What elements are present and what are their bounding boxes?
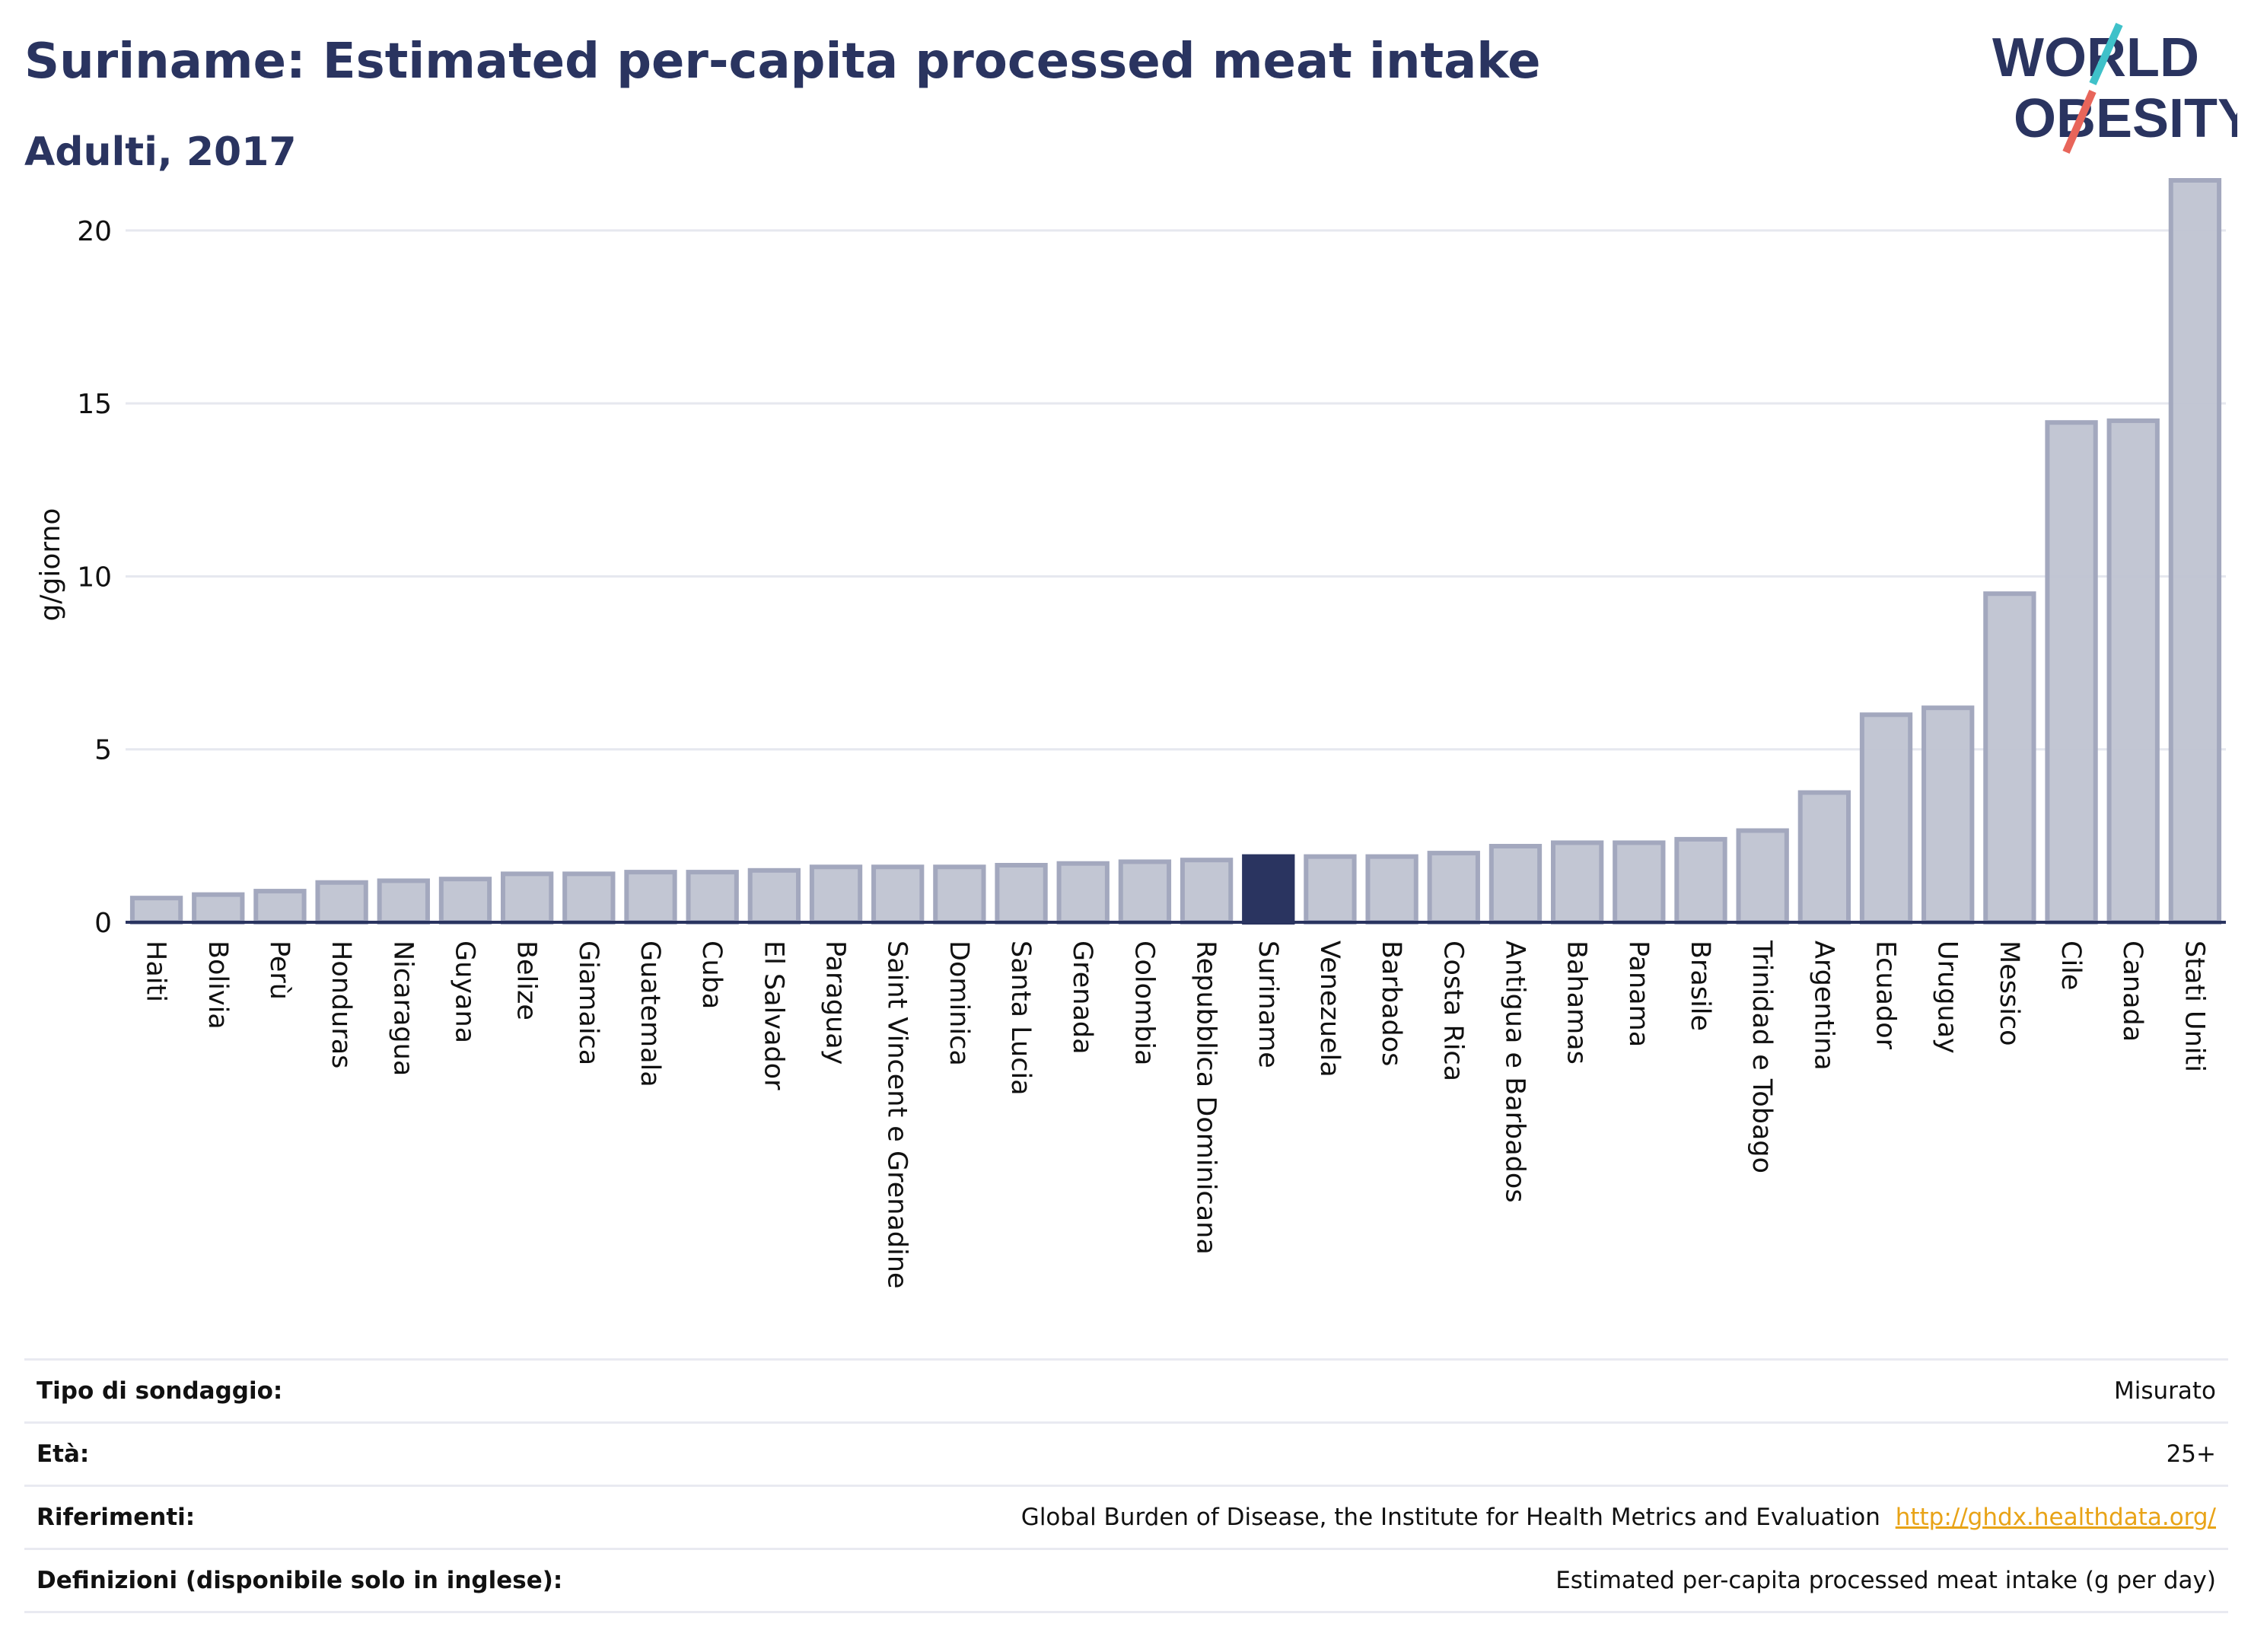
x-tick-label: El Salvador — [758, 941, 788, 1090]
references-label: Riferimenti: — [37, 1504, 196, 1531]
bar-suriname[interactable] — [1242, 854, 1295, 925]
bar-paraguay[interactable] — [809, 864, 863, 925]
chart-subtitle: Adulti, 2017 — [24, 129, 297, 175]
logo-line-2: OBESITY — [2014, 88, 2237, 149]
y-axis-label: g/giorno — [35, 508, 66, 622]
y-tick-label: 10 — [77, 562, 112, 593]
bar-belize[interactable] — [500, 871, 554, 925]
bar-venezuela[interactable] — [1304, 854, 1357, 925]
y-tick-label: 0 — [94, 908, 112, 939]
gridlines — [126, 229, 2226, 751]
bar-bolivia[interactable] — [192, 892, 245, 925]
logo-slash-red — [2062, 89, 2097, 154]
x-tick-label: Colombia — [1129, 941, 1159, 1065]
x-tick-label: Bolivia — [202, 941, 233, 1030]
x-tick-label: Panama — [1623, 941, 1654, 1047]
survey-type-label: Tipo di sondaggio: — [37, 1377, 283, 1405]
x-tick-label: Stati Uniti — [2179, 941, 2209, 1072]
x-tick-label: Messico — [1994, 941, 2024, 1046]
x-tick-label: Canada — [2117, 941, 2148, 1042]
bar-costa-rica[interactable] — [1427, 851, 1480, 925]
x-tick-label: Giamaica — [573, 941, 603, 1065]
bar-dominica[interactable] — [933, 864, 986, 925]
bar-guyana[interactable] — [438, 877, 492, 925]
x-tick-label: Belize — [511, 941, 542, 1020]
bar-panama[interactable] — [1613, 840, 1666, 925]
world-obesity-logo[interactable]: WORLD OBESITY — [1979, 23, 2237, 160]
bar-per-[interactable] — [253, 889, 307, 925]
tick-labels: 0 5 10 15 20 Haiti Bolivia Perù Honduras Nicaragu… — [77, 216, 2209, 1289]
bar-chart: 0 5 10 15 20 Haiti Bolivia Perù Honduras Nicaragu… — [35, 178, 2226, 1289]
bar-santa-lucia[interactable] — [995, 863, 1048, 925]
bar-saint-vincent-e-grenadine[interactable] — [871, 864, 925, 925]
bar-trinidad-e-tobago[interactable] — [1736, 828, 1789, 925]
x-tick-label: Guyana — [449, 941, 479, 1043]
x-tick-label: Barbados — [1376, 941, 1406, 1066]
x-tick-label: Guatemala — [635, 941, 665, 1087]
references-value: Global Burden of Disease, the Institute … — [1020, 1504, 1880, 1531]
x-tick-label: Dominica — [944, 941, 974, 1066]
metadata-table: Tipo di sondaggio: Misurato Età: 25+ Rif… — [24, 1358, 2228, 1613]
x-tick-label: Saint Vincent e Grenadine — [882, 941, 912, 1289]
x-tick-label: Repubblica Dominicana — [1191, 941, 1221, 1255]
x-tick-label: Haiti — [141, 941, 171, 1002]
x-tick-label: Nicaragua — [387, 941, 418, 1076]
bar-haiti[interactable] — [129, 896, 183, 925]
bar-uruguay[interactable] — [1921, 705, 1975, 925]
x-tick-label: Antigua e Barbados — [1499, 941, 1530, 1203]
bar-ecuador[interactable] — [1859, 712, 1913, 925]
x-tick-label: Cuba — [696, 941, 727, 1009]
bar-repubblica-dominicana[interactable] — [1180, 858, 1234, 925]
x-tick-label: Ecuador — [1871, 941, 1901, 1050]
bar-argentina[interactable] — [1797, 790, 1851, 925]
chart-title: Suriname: Estimated per-capita processed… — [24, 33, 1541, 90]
bar-el-salvador[interactable] — [747, 867, 801, 925]
x-tick-label: Trinidad e Tobago — [1746, 940, 1777, 1173]
references-link[interactable]: http://ghdx.healthdata.org/ — [1895, 1504, 2216, 1531]
definitions-label: Definizioni (disponibile solo in inglese… — [37, 1567, 563, 1594]
age-label: Età: — [37, 1440, 90, 1468]
bar-bahamas[interactable] — [1550, 840, 1604, 925]
logo-slash-teal — [2089, 23, 2123, 86]
y-tick-label: 5 — [94, 735, 112, 766]
bar-colombia[interactable] — [1118, 859, 1172, 925]
references-value-wrap: Global Burden of Disease, the Institute … — [1021, 1504, 2216, 1531]
bar-giamaica[interactable] — [562, 871, 616, 925]
bar-cile[interactable] — [2045, 420, 2098, 925]
meta-row-survey-type: Tipo di sondaggio: Misurato — [24, 1361, 2228, 1424]
x-tick-label: Cile — [2055, 941, 2086, 990]
meta-row-references: Riferimenti: Global Burden of Disease, t… — [24, 1487, 2228, 1550]
bar-honduras[interactable] — [315, 880, 368, 925]
x-tick-label: Honduras — [326, 941, 356, 1068]
bar-stati-uniti[interactable] — [2168, 178, 2222, 925]
bar-nicaragua[interactable] — [377, 878, 430, 925]
bars — [129, 178, 2222, 925]
x-tick-label: Bahamas — [1562, 941, 1592, 1065]
x-tick-label: Uruguay — [1932, 941, 1963, 1054]
x-tick-label: Venezuela — [1314, 941, 1345, 1077]
meta-row-age: Età: 25+ — [24, 1424, 2228, 1487]
age-value: 25+ — [2166, 1440, 2216, 1468]
x-tick-label: Santa Lucia — [1005, 941, 1036, 1096]
bar-barbados[interactable] — [1365, 854, 1418, 925]
x-tick-label: Brasile — [1685, 941, 1715, 1031]
definitions-value: Estimated per-capita processed meat inta… — [1555, 1567, 2216, 1594]
bar-canada[interactable] — [2106, 418, 2160, 925]
bar-brasile[interactable] — [1674, 836, 1727, 925]
bar-messico[interactable] — [1983, 591, 2036, 925]
x-tick-label: Suriname — [1253, 941, 1283, 1068]
x-tick-label: Grenada — [1067, 941, 1097, 1055]
x-tick-label: Argentina — [1808, 941, 1839, 1071]
x-tick-label: Costa Rica — [1438, 941, 1468, 1081]
y-tick-label: 15 — [77, 389, 112, 420]
survey-type-value: Misurato — [2113, 1377, 2216, 1405]
bar-cuba[interactable] — [686, 870, 739, 925]
x-tick-label: Paraguay — [820, 941, 851, 1065]
bar-guatemala[interactable] — [624, 870, 677, 925]
bar-grenada[interactable] — [1056, 861, 1110, 925]
bar-antigua-e-barbados[interactable] — [1488, 844, 1543, 925]
y-tick-label: 20 — [77, 216, 112, 247]
meta-row-definitions: Definizioni (disponibile solo in inglese… — [24, 1550, 2228, 1613]
x-tick-label: Perù — [264, 941, 295, 1000]
